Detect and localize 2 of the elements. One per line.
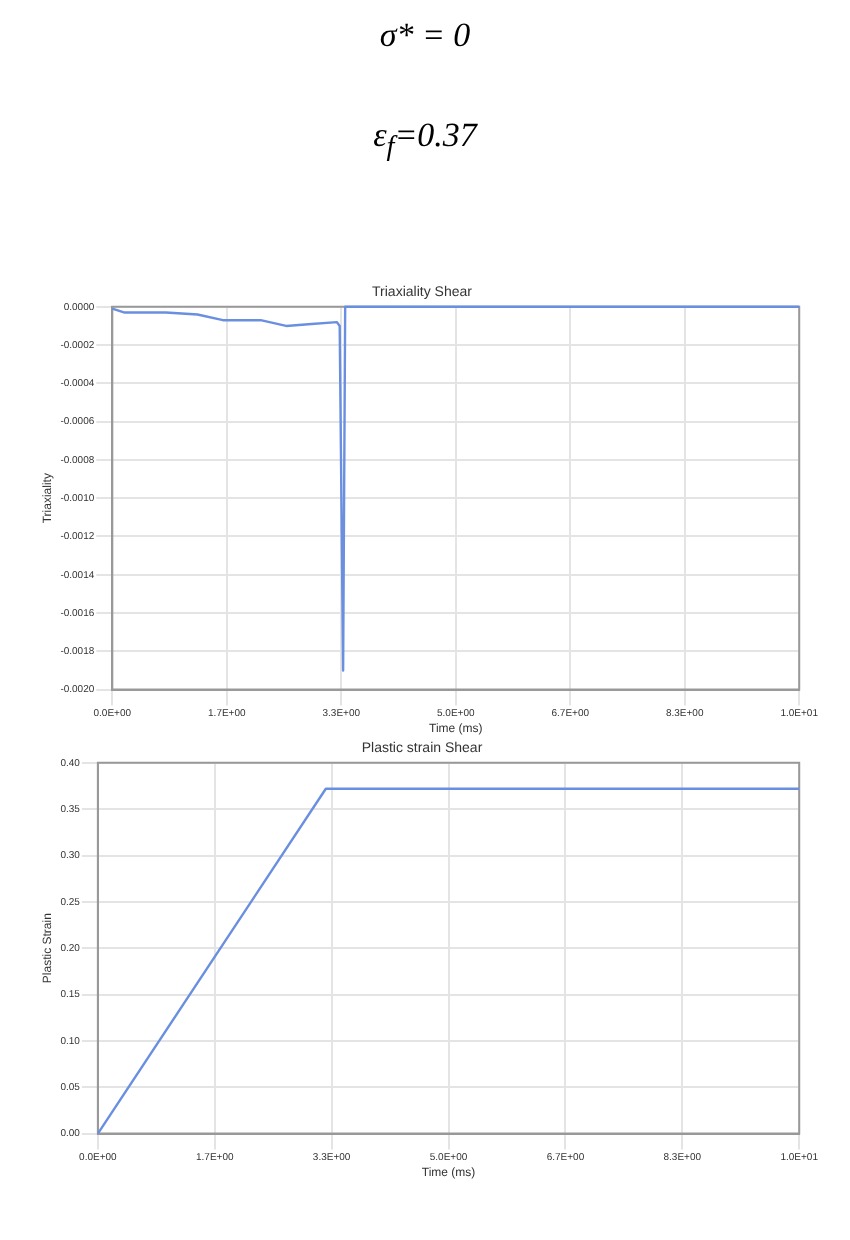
text: ε$_{f}$=0.37 bbox=[371, 114, 480, 167]
text: σ* = 0 bbox=[377, 14, 473, 58]
